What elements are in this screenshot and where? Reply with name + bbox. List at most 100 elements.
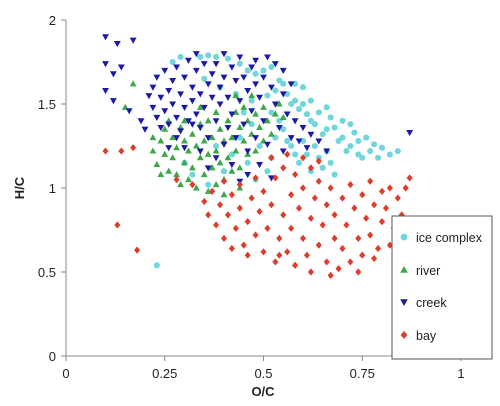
data-point (205, 52, 212, 59)
data-point (264, 54, 271, 61)
data-point (161, 125, 169, 132)
data-point (200, 170, 208, 178)
data-point (192, 67, 200, 74)
data-point (291, 118, 299, 125)
data-point (355, 268, 362, 276)
data-point (299, 125, 307, 132)
data-point (280, 126, 287, 133)
data-point (315, 138, 323, 145)
data-point (232, 147, 240, 154)
data-point (224, 94, 232, 101)
data-point (331, 211, 338, 219)
data-point (252, 57, 260, 64)
data-point (264, 141, 271, 148)
data-point (363, 134, 370, 141)
data-point (279, 67, 287, 74)
data-point (287, 81, 295, 88)
data-point (129, 80, 137, 87)
data-point (224, 125, 232, 132)
data-point (161, 67, 169, 74)
series-ice-complex (153, 52, 401, 269)
data-point (149, 147, 157, 154)
data-point (196, 148, 204, 155)
data-point (272, 258, 279, 266)
data-point (292, 261, 299, 269)
data-point (283, 111, 291, 118)
data-point (267, 175, 275, 182)
data-point (149, 134, 157, 141)
data-point (267, 130, 275, 137)
legend-label: ice complex (416, 231, 483, 245)
data-point (307, 164, 314, 172)
data-point (204, 150, 212, 157)
legend-box (391, 215, 493, 360)
data-point (204, 135, 212, 142)
data-point (185, 176, 192, 183)
data-point (299, 84, 307, 91)
data-point (252, 135, 260, 142)
data-point (343, 147, 350, 155)
data-point (292, 97, 299, 104)
data-point (268, 154, 275, 162)
data-point (287, 135, 295, 142)
data-point (394, 194, 401, 202)
data-point (188, 121, 196, 128)
data-point (169, 101, 177, 108)
data-point (169, 77, 177, 85)
data-point (204, 117, 212, 124)
data-point (228, 244, 235, 253)
data-point (102, 34, 109, 41)
data-point (169, 58, 176, 66)
data-point (232, 224, 239, 232)
data-point (339, 134, 346, 141)
data-point (323, 258, 330, 266)
data-point (157, 170, 165, 178)
data-point (256, 207, 263, 216)
data-point (220, 74, 228, 81)
data-point (252, 147, 260, 154)
data-point (335, 265, 342, 273)
data-point (327, 184, 334, 192)
data-point (279, 148, 287, 155)
data-point (153, 262, 160, 269)
data-point (134, 246, 141, 254)
data-point (355, 234, 362, 242)
data-point (141, 126, 149, 133)
data-point (149, 84, 157, 91)
data-point (319, 221, 326, 229)
data-point (153, 160, 161, 167)
data-point (145, 93, 153, 100)
data-point (307, 131, 315, 138)
data-point (188, 84, 196, 91)
data-point (244, 67, 251, 74)
data-point (228, 134, 236, 141)
data-point (315, 157, 322, 165)
data-point (173, 135, 181, 142)
y-tick-label: 1 (49, 181, 56, 196)
data-point (260, 118, 267, 125)
x-tick-label: 1 (457, 366, 464, 381)
data-point (252, 70, 259, 77)
data-point (157, 137, 165, 144)
data-point (161, 150, 169, 157)
data-point (228, 161, 236, 169)
data-point (173, 176, 180, 184)
data-point (271, 110, 279, 117)
data-point (315, 177, 322, 185)
data-point (232, 77, 240, 85)
data-point (374, 154, 382, 161)
series-creek (102, 34, 414, 185)
data-point (216, 84, 224, 91)
data-point (311, 142, 318, 150)
data-point (236, 181, 243, 189)
data-point (117, 64, 125, 71)
data-point (386, 151, 393, 158)
data-point (185, 57, 192, 64)
data-point (220, 51, 228, 58)
data-point (205, 181, 212, 188)
data-point (284, 150, 291, 158)
data-point (382, 204, 390, 212)
data-point (295, 204, 303, 212)
data-point (181, 159, 188, 166)
